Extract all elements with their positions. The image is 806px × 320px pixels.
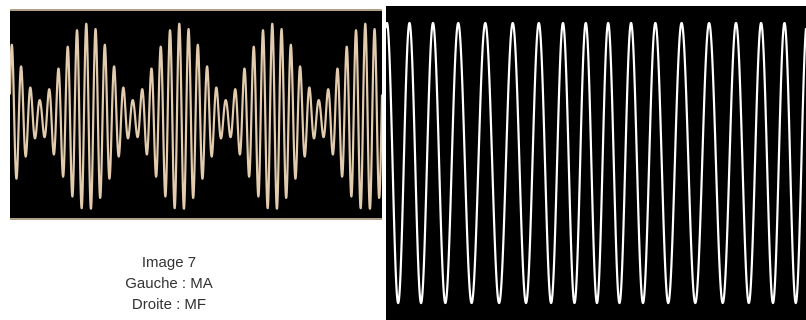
caption-title: Image 7: [141, 254, 197, 271]
fm-waveform: [386, 21, 806, 305]
caption-left-label: Gauche : MA: [125, 275, 213, 292]
fm-oscilloscope-screen: [386, 6, 806, 320]
am-waveform: [10, 22, 382, 210]
am-waveform-trace: [10, 22, 382, 210]
figure-caption: Image 7 Gauche : MA Droite : MF: [10, 252, 328, 315]
caption-right-label: Droite : MF: [131, 296, 207, 313]
fm-waveform-trace: [386, 21, 806, 305]
am-oscilloscope-screen: [10, 9, 382, 220]
